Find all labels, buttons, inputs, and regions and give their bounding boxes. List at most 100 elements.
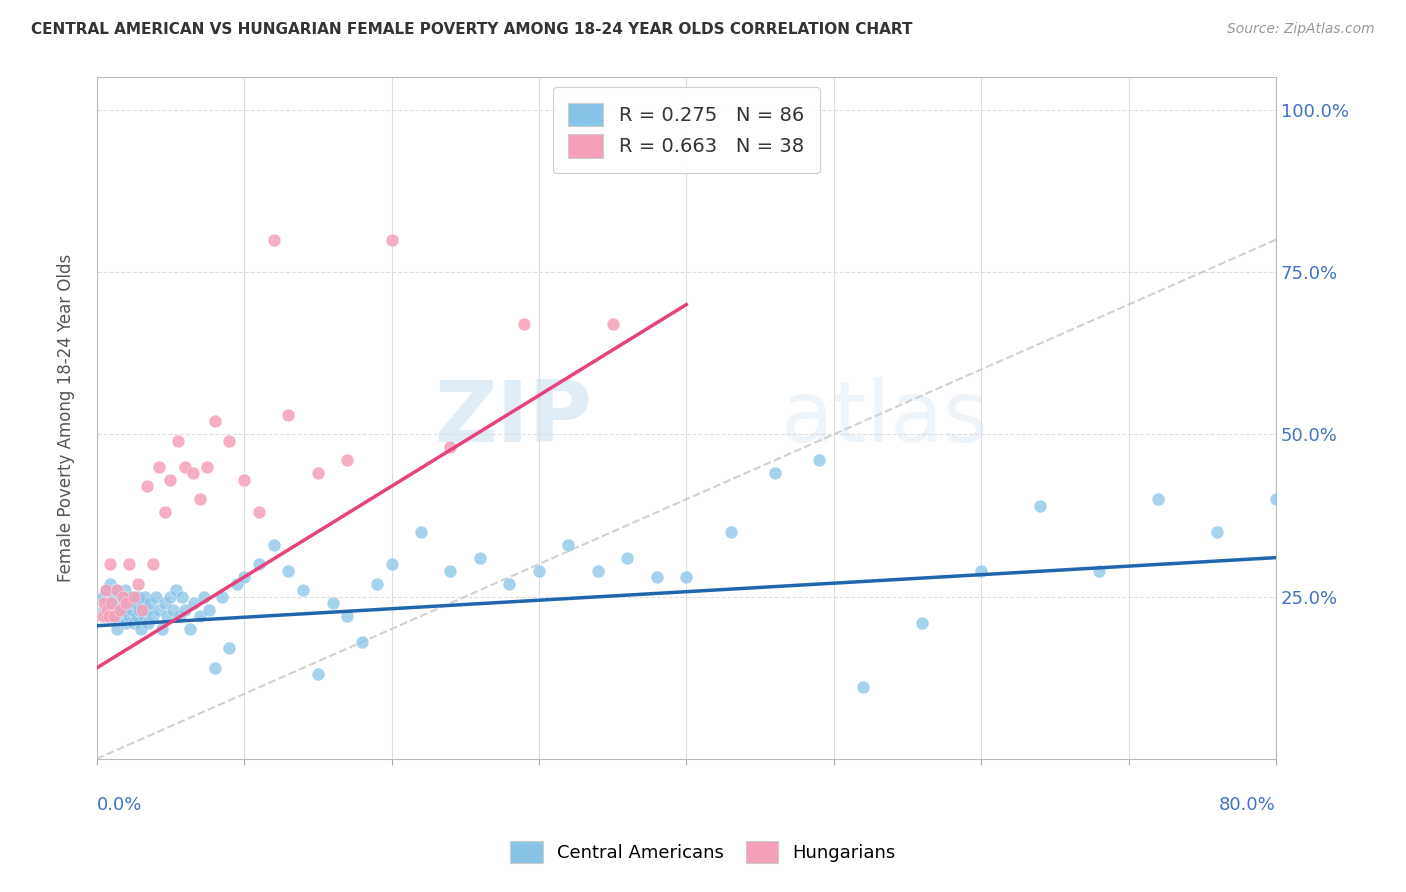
Point <box>602 317 624 331</box>
Point <box>174 602 197 616</box>
Point <box>1206 524 1229 539</box>
Point <box>145 590 167 604</box>
Point <box>247 505 270 519</box>
Point <box>136 615 159 630</box>
Point <box>148 459 170 474</box>
Point <box>93 602 115 616</box>
Point <box>277 564 299 578</box>
Point <box>148 602 170 616</box>
Point <box>94 583 117 598</box>
Point <box>179 622 201 636</box>
Point <box>513 317 536 331</box>
Text: 0.0%: 0.0% <box>97 797 142 814</box>
Point <box>225 576 247 591</box>
Point <box>96 602 118 616</box>
Point <box>204 414 226 428</box>
Point <box>616 550 638 565</box>
Point <box>114 583 136 598</box>
Point <box>911 615 934 630</box>
Point <box>132 609 155 624</box>
Point <box>127 590 149 604</box>
Point <box>763 467 786 481</box>
Point <box>188 492 211 507</box>
Point <box>111 590 134 604</box>
Point <box>586 564 609 578</box>
Point <box>91 590 114 604</box>
Point <box>159 590 181 604</box>
Point <box>181 467 204 481</box>
Point <box>127 576 149 591</box>
Point <box>675 570 697 584</box>
Point <box>97 609 120 624</box>
Point <box>263 233 285 247</box>
Point <box>105 622 128 636</box>
Point <box>165 583 187 598</box>
Point <box>118 557 141 571</box>
Point <box>100 596 122 610</box>
Point <box>366 576 388 591</box>
Point <box>153 505 176 519</box>
Point <box>122 615 145 630</box>
Point <box>195 459 218 474</box>
Point <box>122 590 145 604</box>
Point <box>117 596 139 610</box>
Point <box>135 479 157 493</box>
Point <box>103 602 125 616</box>
Point <box>350 635 373 649</box>
Point <box>115 615 138 630</box>
Point <box>380 557 402 571</box>
Point <box>104 583 127 598</box>
Point <box>307 667 329 681</box>
Point <box>128 602 150 616</box>
Point <box>439 440 461 454</box>
Point <box>1029 499 1052 513</box>
Point <box>105 583 128 598</box>
Text: atlas: atlas <box>780 376 988 459</box>
Point <box>93 596 115 610</box>
Y-axis label: Female Poverty Among 18-24 Year Olds: Female Poverty Among 18-24 Year Olds <box>58 254 75 582</box>
Point <box>172 590 194 604</box>
Point <box>307 467 329 481</box>
Point <box>124 596 146 610</box>
Point <box>153 596 176 610</box>
Legend: R = 0.275   N = 86, R = 0.663   N = 38: R = 0.275 N = 86, R = 0.663 N = 38 <box>553 87 820 174</box>
Point <box>852 681 875 695</box>
Point <box>292 583 315 598</box>
Point <box>150 622 173 636</box>
Point <box>110 609 132 624</box>
Point <box>166 434 188 448</box>
Point <box>112 590 135 604</box>
Point <box>1265 492 1288 507</box>
Point <box>218 641 240 656</box>
Text: Source: ZipAtlas.com: Source: ZipAtlas.com <box>1227 22 1375 37</box>
Point <box>96 609 118 624</box>
Point <box>118 609 141 624</box>
Point <box>336 609 359 624</box>
Point <box>439 564 461 578</box>
Point <box>97 596 120 610</box>
Point <box>277 408 299 422</box>
Point <box>498 576 520 591</box>
Point <box>197 602 219 616</box>
Point <box>183 596 205 610</box>
Text: 80.0%: 80.0% <box>1219 797 1277 814</box>
Legend: Central Americans, Hungarians: Central Americans, Hungarians <box>501 832 905 872</box>
Point <box>233 570 256 584</box>
Point <box>112 602 135 616</box>
Point <box>162 602 184 616</box>
Point <box>247 557 270 571</box>
Point <box>204 661 226 675</box>
Point <box>167 609 190 624</box>
Point <box>645 570 668 584</box>
Point <box>336 453 359 467</box>
Point <box>720 524 742 539</box>
Point <box>233 473 256 487</box>
Point <box>557 538 579 552</box>
Point <box>808 453 831 467</box>
Point <box>115 596 138 610</box>
Point <box>131 602 153 616</box>
Point <box>188 609 211 624</box>
Point <box>174 459 197 474</box>
Point <box>193 590 215 604</box>
Point <box>211 590 233 604</box>
